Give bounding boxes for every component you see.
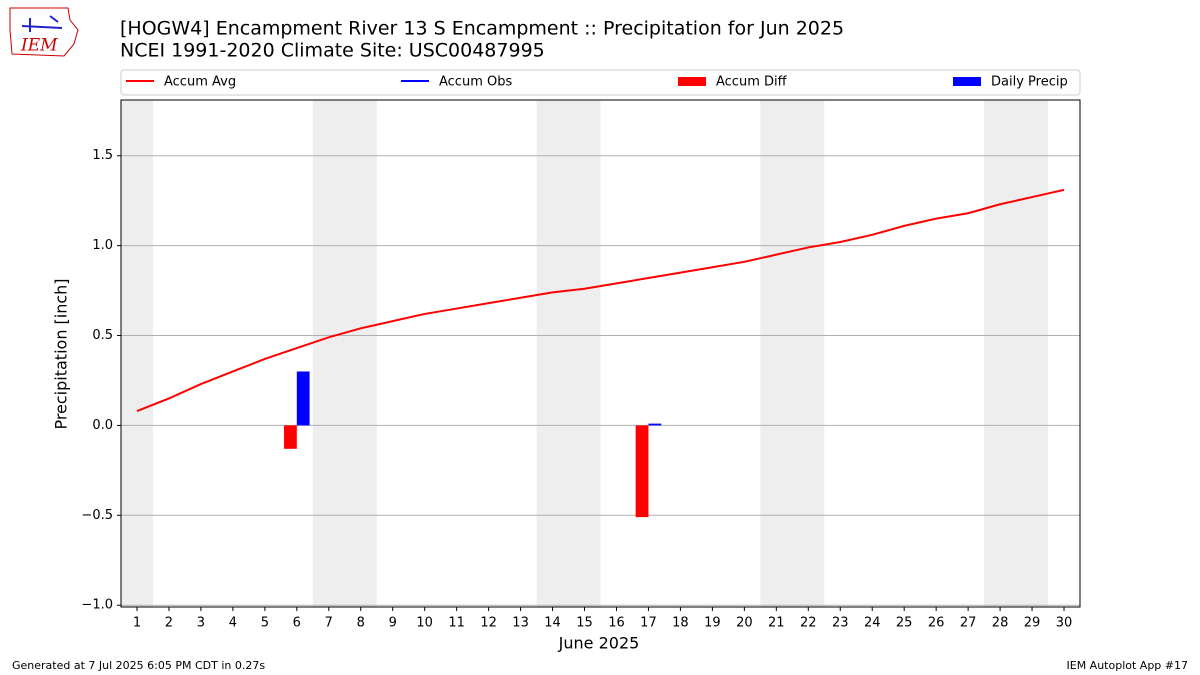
x-tick-label: 10 [416, 616, 433, 631]
x-tick-label: 21 [768, 616, 785, 631]
x-tick-label: 11 [448, 616, 465, 631]
x-tick-label: 12 [480, 616, 497, 631]
legend-label: Daily Precip [991, 75, 1068, 90]
y-tick-label: 0.5 [92, 328, 113, 343]
logo-icon [21, 15, 63, 32]
x-tick-label: 29 [1024, 616, 1041, 631]
logo-text: IEM [20, 36, 58, 56]
x-tick-label: 5 [261, 616, 269, 631]
x-tick-label: 25 [896, 616, 913, 631]
x-tick-label: 27 [960, 616, 977, 631]
x-tick-label: 15 [576, 616, 593, 631]
x-tick-label: 30 [1056, 616, 1073, 631]
x-tick-label: 6 [293, 616, 301, 631]
x-tick-label: 18 [672, 616, 689, 631]
weekend-shade [760, 100, 825, 607]
x-tick-label: 17 [640, 616, 657, 631]
weekend-shade [121, 100, 153, 607]
x-tick-label: 7 [325, 616, 333, 631]
legend-label: Accum Avg [164, 75, 236, 90]
bar [284, 425, 297, 449]
legend-swatch [678, 77, 706, 86]
x-tick-label: 8 [357, 616, 365, 631]
x-tick-label: 14 [544, 616, 561, 631]
y-tick-label: −0.5 [81, 508, 113, 523]
logo: IEM [9, 7, 79, 57]
x-axis-label: June 2025 [558, 634, 640, 653]
legend-label: Accum Diff [716, 75, 788, 90]
chart-title: [HOGW4] Encampment River 13 S Encampment… [120, 18, 844, 40]
logo-outline [9, 7, 79, 57]
bar [648, 423, 662, 426]
x-tick-label: 2 [165, 616, 173, 631]
x-tick-label: 19 [704, 616, 721, 631]
legend-label: Accum Obs [439, 75, 512, 90]
x-tick-label: 28 [992, 616, 1009, 631]
plot-frame [120, 99, 1081, 608]
bar [296, 371, 310, 426]
weekend-shade [984, 100, 1049, 607]
weekend-shade [536, 100, 601, 607]
y-tick-label: −1.0 [81, 598, 113, 613]
y-tick-label: 0.0 [92, 418, 113, 433]
footer-right: IEM Autoplot App #17 [1067, 659, 1189, 672]
x-tick-label: 26 [928, 616, 945, 631]
x-tick-label: 13 [512, 616, 529, 631]
y-tick-label: 1.0 [92, 238, 113, 253]
y-axis-label: Precipitation [inch] [52, 278, 71, 429]
line [136, 188, 1065, 412]
x-tick-label: 20 [736, 616, 753, 631]
legend-box [120, 69, 1081, 96]
x-tick-label: 24 [864, 616, 881, 631]
x-tick-label: 16 [608, 616, 625, 631]
x-tick-label: 1 [133, 616, 141, 631]
x-tick-label: 4 [229, 616, 237, 631]
x-tick-label: 3 [197, 616, 205, 631]
y-tick-label: 1.5 [92, 148, 113, 163]
legend-swatch [953, 77, 981, 86]
x-tick-label: 22 [800, 616, 817, 631]
bar [635, 425, 649, 518]
footer-left: Generated at 7 Jul 2025 6:05 PM CDT in 0… [12, 659, 265, 672]
chart-subtitle: NCEI 1991-2020 Climate Site: USC00487995 [120, 40, 545, 62]
x-tick-label: 9 [389, 616, 397, 631]
x-tick-label: 23 [832, 616, 849, 631]
weekend-shade [312, 100, 377, 607]
